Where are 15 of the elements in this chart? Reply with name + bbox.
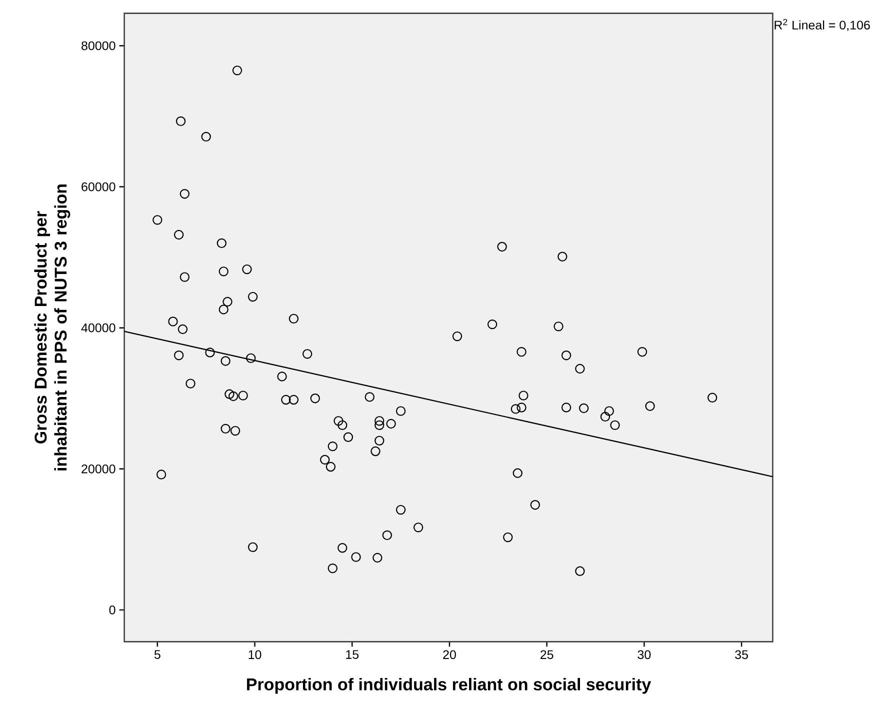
x-tick-label: 5	[154, 650, 160, 659]
y-axis-title: Gross Domestic Product per inhabitant in PPS of NUTS 3 region	[34, 184, 70, 470]
x-tick-label: 25	[540, 650, 554, 660]
x-tick-label: 10	[248, 650, 262, 660]
x-tick-label: 30	[638, 650, 651, 660]
y-tick-label: 80000	[82, 41, 116, 50]
y-tick-label: 20000	[82, 464, 116, 474]
x-tick-label: 15	[346, 650, 359, 659]
x-tick-label: 35	[735, 650, 748, 660]
x-axis-title: Proportion of individuals reliant on social security	[247, 678, 652, 694]
y-tick-label: 40000	[81, 323, 116, 332]
text: R$^{2}$ Lineal = 0,106	[774, 18, 870, 32]
y-tick-label: 60000	[82, 182, 116, 192]
y-tick-label: 0	[109, 606, 116, 614]
x-tick-label: 20	[443, 650, 456, 660]
